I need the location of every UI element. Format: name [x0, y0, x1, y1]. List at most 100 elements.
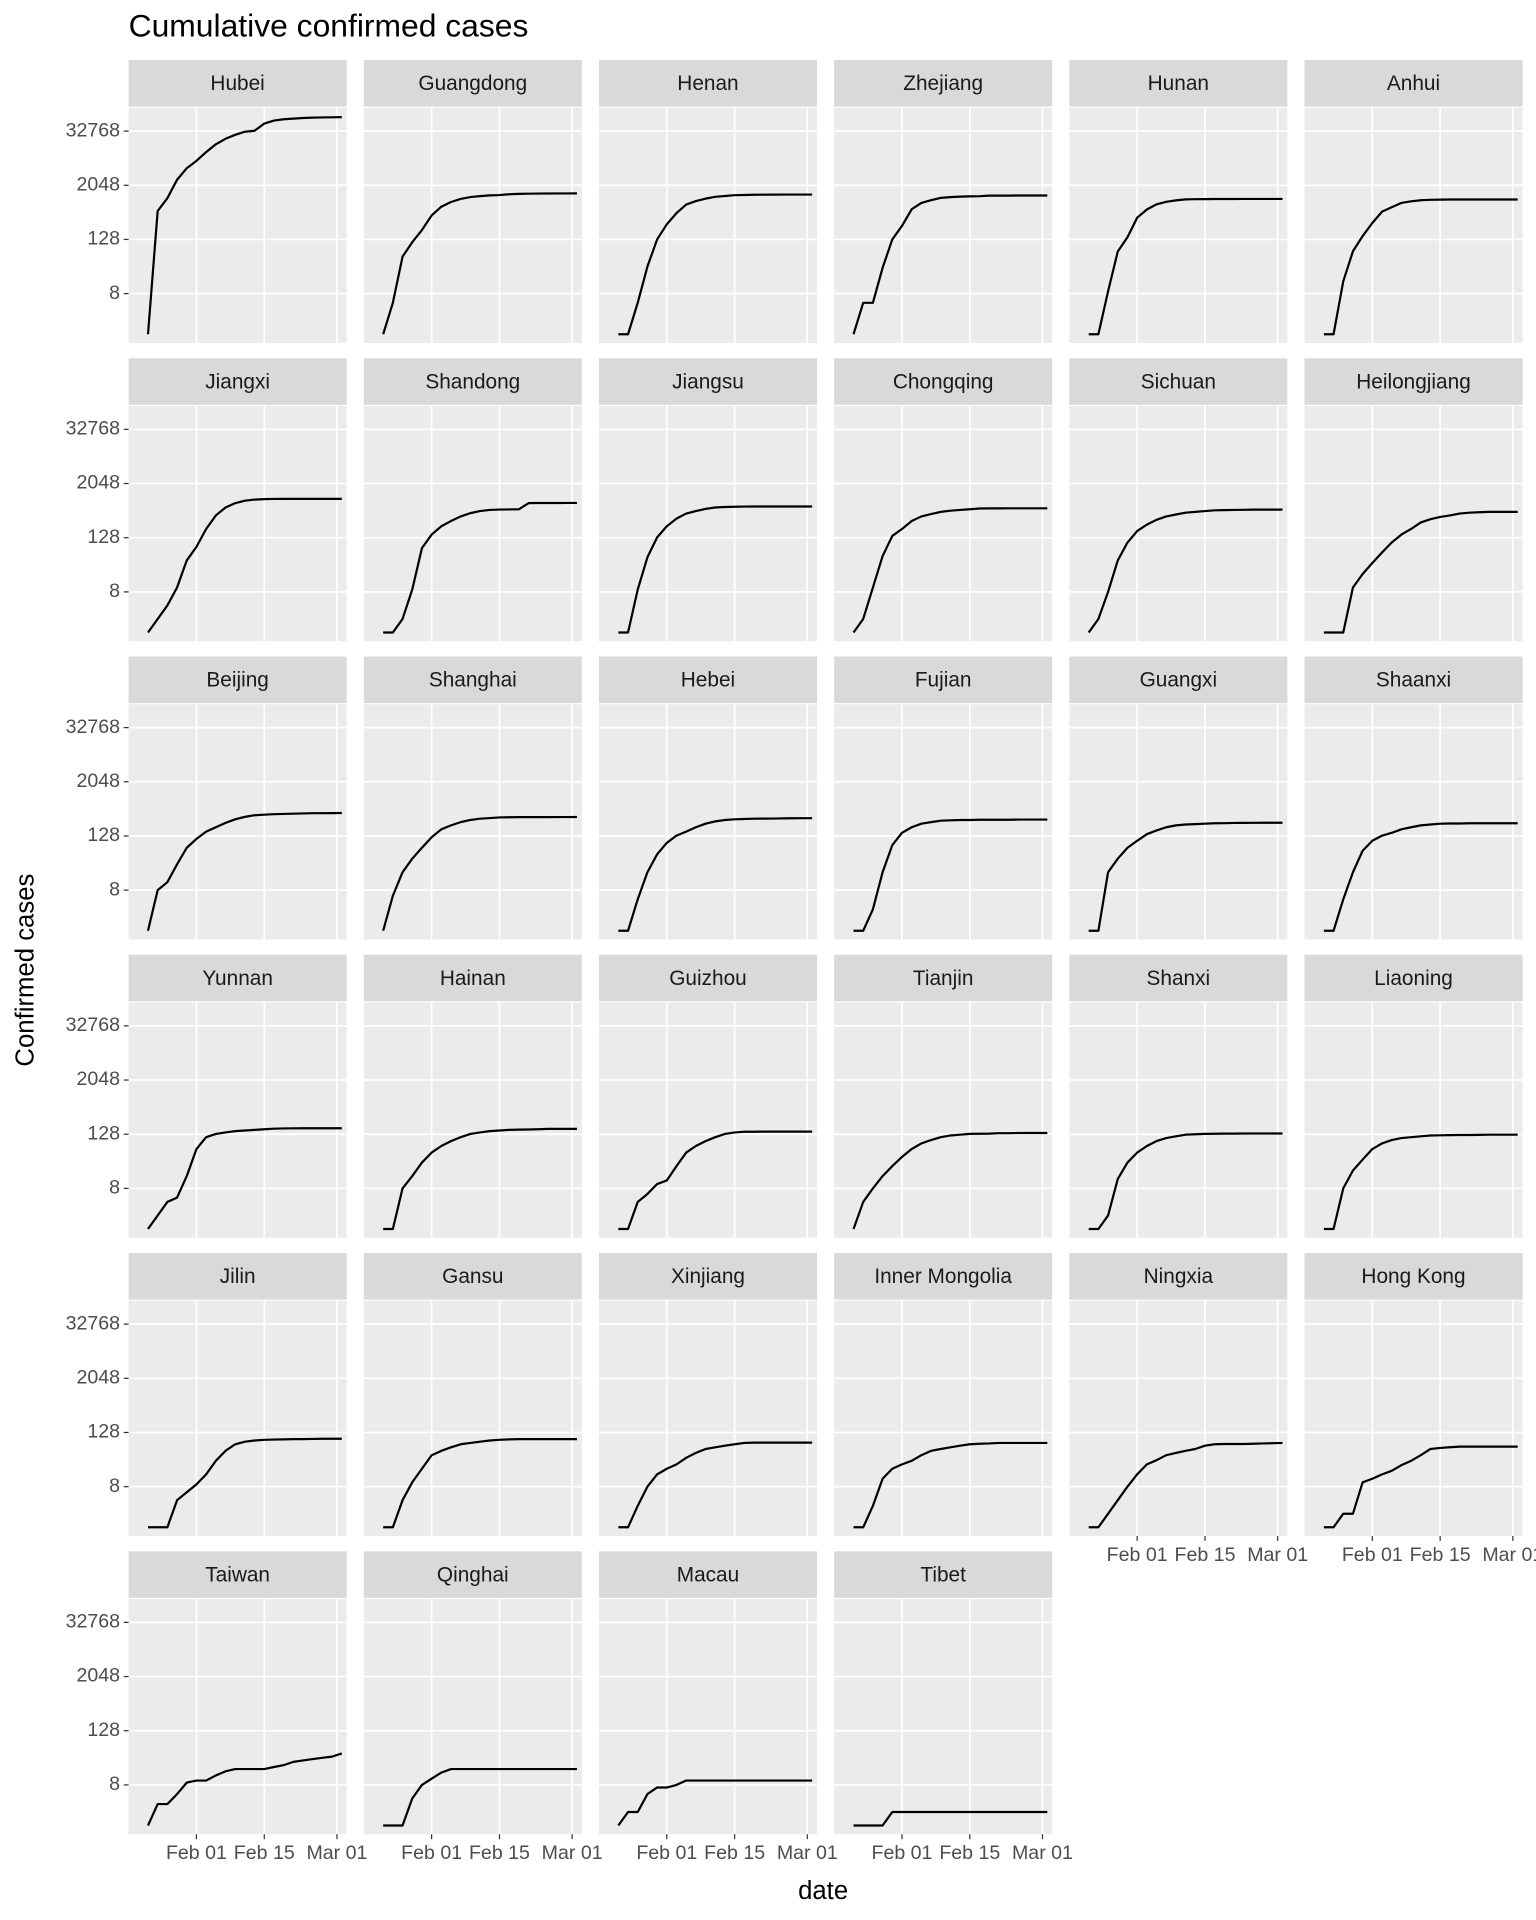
strip-label: Hong Kong — [1361, 1265, 1465, 1288]
x-tick-label: Mar 01 — [1012, 1842, 1073, 1864]
x-tick-label: Feb 15 — [1410, 1544, 1471, 1566]
strip — [834, 1253, 1053, 1300]
x-tick-label: Feb 01 — [871, 1842, 932, 1864]
x-tick-label: Feb 01 — [166, 1842, 227, 1864]
x-tick-label: Mar 01 — [1482, 1544, 1536, 1566]
strip-label: Jiangsu — [672, 370, 744, 393]
y-tick-label: 8 — [109, 1475, 120, 1497]
panel-background — [1069, 1002, 1288, 1238]
panel-background — [1304, 406, 1523, 642]
line — [383, 501, 577, 634]
line — [383, 1767, 577, 1827]
panel-background — [598, 1599, 817, 1835]
strip — [834, 1551, 1053, 1598]
strip — [598, 954, 817, 1002]
panel-background — [1304, 704, 1523, 940]
strip-label: Macau — [677, 1563, 739, 1586]
strip — [363, 656, 582, 704]
x-tick-label: Mar 01 — [1247, 1544, 1308, 1566]
panel-background — [598, 1300, 817, 1536]
strip-label: Jiangxi — [205, 370, 270, 393]
y-tick-label: 32768 — [66, 1312, 121, 1334]
strip-label: Tibet — [920, 1563, 966, 1586]
strip-label: Hunan — [1148, 72, 1209, 95]
line — [852, 194, 1048, 335]
panel-background — [363, 107, 582, 343]
panel-background — [363, 1599, 582, 1835]
line — [147, 1437, 342, 1529]
strip — [1304, 954, 1523, 1002]
y-tick-label: 32768 — [66, 716, 121, 738]
strip-label: Hainan — [440, 967, 506, 990]
line — [853, 1441, 1048, 1529]
line — [1088, 197, 1283, 336]
strip — [363, 954, 582, 1002]
y-tick-label: 2048 — [76, 770, 120, 792]
strip-label: Shaanxi — [1376, 669, 1451, 692]
x-tick-label: Feb 15 — [1175, 1544, 1236, 1566]
x-tick-label: Feb 01 — [636, 1842, 697, 1864]
line — [146, 1752, 343, 1826]
strip-label: Sichuan — [1141, 370, 1216, 393]
line — [1088, 821, 1283, 932]
x-tick-label: Feb 15 — [234, 1842, 295, 1864]
y-tick-label: 2048 — [76, 1665, 120, 1687]
panel-background — [1069, 406, 1288, 642]
strip — [1069, 954, 1288, 1002]
strip-label: Heilongjiang — [1356, 370, 1471, 393]
y-tick-label: 128 — [87, 824, 120, 846]
y-tick-label: 128 — [87, 1421, 120, 1443]
line — [1088, 1132, 1283, 1231]
line — [147, 497, 342, 634]
strip-label: Ningxia — [1144, 1265, 1214, 1288]
panel-background — [128, 1002, 347, 1238]
strip — [128, 1253, 347, 1300]
x-tick-label: Feb 15 — [704, 1842, 765, 1864]
strip — [128, 60, 347, 107]
strip-label: Yunnan — [202, 967, 273, 990]
strip-label: Anhui — [1387, 72, 1440, 95]
strip — [598, 1551, 817, 1598]
x-axis-title: date — [798, 1877, 848, 1905]
x-tick-label: Feb 01 — [1107, 1544, 1168, 1566]
y-tick-label: 32768 — [66, 119, 121, 141]
strip — [363, 1253, 582, 1300]
y-tick-label: 2048 — [76, 472, 120, 494]
panel-background — [128, 1300, 347, 1536]
line — [618, 1441, 813, 1529]
strip-label: Liaoning — [1374, 967, 1453, 990]
y-tick-label: 32768 — [66, 1611, 121, 1633]
strip-label: Shandong — [425, 370, 520, 393]
line — [1088, 1441, 1283, 1529]
y-tick-label: 32768 — [66, 418, 121, 440]
panel-background — [834, 107, 1053, 343]
strip — [598, 1253, 817, 1300]
strip — [128, 954, 347, 1002]
strip — [363, 60, 582, 107]
panel-background — [834, 1002, 1053, 1238]
line — [853, 818, 1048, 932]
x-tick-label: Feb 15 — [939, 1842, 1000, 1864]
strip — [363, 358, 582, 405]
panel-background — [598, 107, 817, 343]
line — [1087, 508, 1283, 634]
y-tick-label: 128 — [87, 228, 120, 250]
strip-label: Henan — [677, 72, 738, 95]
x-tick-label: Feb 15 — [469, 1842, 530, 1864]
strip-label: Zhejiang — [903, 72, 983, 95]
y-tick-label: 2048 — [76, 1068, 120, 1090]
line — [853, 1810, 1048, 1827]
panel-background — [363, 406, 582, 642]
y-tick-label: 8 — [109, 1177, 120, 1199]
strip-label: Guangdong — [418, 72, 527, 95]
line — [617, 1779, 813, 1827]
strip — [128, 1551, 347, 1598]
y-tick-label: 8 — [109, 1773, 120, 1795]
strip-label: Shanxi — [1147, 967, 1211, 990]
line — [618, 505, 813, 634]
strip-label: Xinjiang — [671, 1265, 745, 1288]
y-tick-label: 8 — [109, 580, 120, 602]
line — [1323, 822, 1518, 932]
strip — [363, 1551, 582, 1598]
